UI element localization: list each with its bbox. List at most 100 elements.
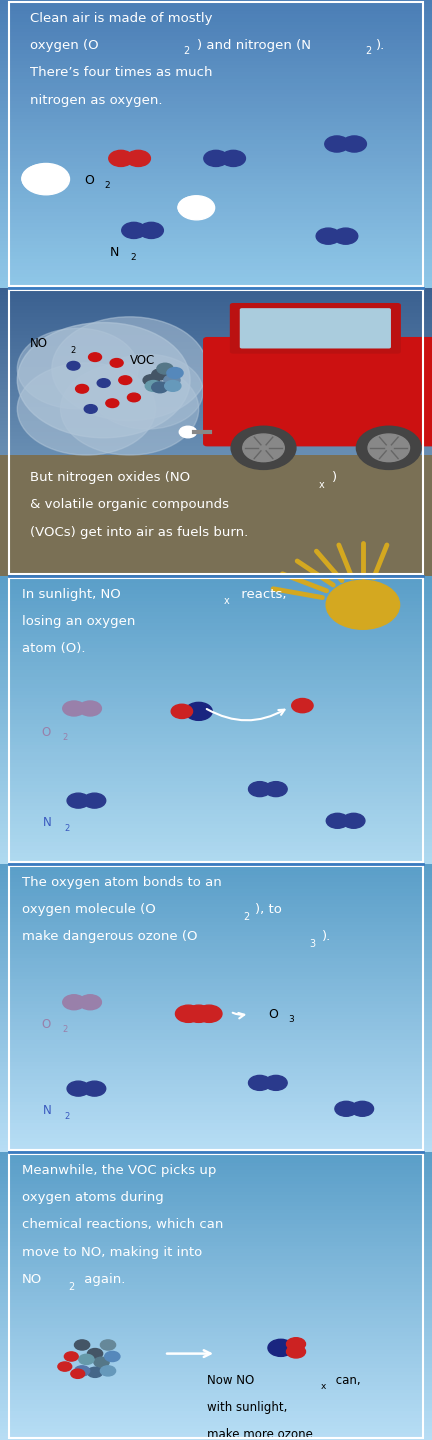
Bar xyxy=(0,1025,432,1030)
Bar xyxy=(0,3,432,7)
Text: Clean air is made of mostly: Clean air is made of mostly xyxy=(30,12,213,24)
Bar xyxy=(9,867,423,1149)
Text: In sunlight, NO: In sunlight, NO xyxy=(22,588,121,600)
Bar xyxy=(0,919,432,922)
Bar xyxy=(0,1404,432,1408)
Bar xyxy=(0,50,432,53)
Bar xyxy=(0,1040,432,1044)
Circle shape xyxy=(87,1348,103,1359)
Bar xyxy=(0,420,432,425)
Circle shape xyxy=(64,1352,78,1361)
Bar xyxy=(0,636,432,641)
Text: There’s four times as much: There’s four times as much xyxy=(30,66,213,79)
Bar xyxy=(0,374,432,377)
Bar xyxy=(0,151,432,154)
Bar xyxy=(0,1313,432,1318)
Bar xyxy=(0,1152,432,1155)
Bar xyxy=(0,346,432,348)
Bar xyxy=(0,1195,432,1198)
Bar xyxy=(0,835,432,838)
Circle shape xyxy=(265,1076,287,1090)
Bar xyxy=(0,864,432,867)
Bar xyxy=(0,1231,432,1236)
Bar xyxy=(0,29,432,32)
Bar xyxy=(0,1181,432,1184)
Bar xyxy=(0,252,432,255)
Circle shape xyxy=(105,1351,120,1362)
Bar xyxy=(0,991,432,994)
Bar xyxy=(0,353,432,356)
Bar xyxy=(0,824,432,828)
Bar xyxy=(0,504,432,508)
Bar xyxy=(0,1328,432,1332)
Bar xyxy=(0,24,432,29)
Circle shape xyxy=(22,164,70,194)
Bar xyxy=(0,1116,432,1120)
Bar xyxy=(0,912,432,914)
Bar xyxy=(0,1192,432,1195)
Circle shape xyxy=(79,1354,94,1365)
Bar xyxy=(0,1080,432,1083)
Bar xyxy=(0,482,432,487)
Bar xyxy=(0,1436,432,1440)
Circle shape xyxy=(91,354,203,429)
Bar xyxy=(0,785,432,789)
Bar xyxy=(0,1322,432,1325)
Bar xyxy=(0,845,432,850)
Circle shape xyxy=(343,814,365,828)
Circle shape xyxy=(52,317,207,420)
Bar xyxy=(0,458,432,461)
Bar xyxy=(0,271,432,274)
Bar xyxy=(0,809,432,814)
Text: NO: NO xyxy=(30,337,48,350)
Bar xyxy=(0,680,432,684)
Bar xyxy=(0,130,432,132)
Bar xyxy=(0,1279,432,1282)
Text: 2: 2 xyxy=(105,181,110,190)
Bar xyxy=(0,487,432,490)
Bar xyxy=(0,439,432,444)
Bar xyxy=(0,238,432,240)
Bar xyxy=(0,713,432,717)
Bar xyxy=(0,651,432,655)
Bar xyxy=(0,842,432,845)
Bar xyxy=(0,648,432,651)
Bar xyxy=(0,248,432,252)
Bar xyxy=(0,204,432,209)
Bar xyxy=(0,183,432,187)
Bar xyxy=(0,406,432,410)
Bar xyxy=(0,816,432,821)
Bar xyxy=(0,1066,432,1070)
Bar xyxy=(0,190,432,194)
Circle shape xyxy=(110,359,123,367)
Circle shape xyxy=(231,426,296,469)
Bar xyxy=(0,245,432,248)
Bar xyxy=(0,1123,432,1126)
Bar xyxy=(0,708,432,713)
Bar xyxy=(0,177,432,180)
Bar xyxy=(0,672,432,677)
Bar xyxy=(0,737,432,742)
Bar xyxy=(0,940,432,943)
Bar xyxy=(0,1310,432,1313)
Bar xyxy=(0,1087,432,1092)
Bar xyxy=(0,605,432,608)
Bar xyxy=(0,497,432,500)
Bar xyxy=(0,240,432,245)
Bar xyxy=(0,533,432,537)
Text: O: O xyxy=(41,726,50,739)
Bar xyxy=(0,194,432,197)
Bar xyxy=(0,641,432,645)
Bar xyxy=(0,1109,432,1112)
Bar xyxy=(0,36,432,39)
Bar xyxy=(0,370,432,374)
Circle shape xyxy=(178,199,206,217)
Circle shape xyxy=(248,782,271,796)
Bar xyxy=(0,1250,432,1253)
Bar xyxy=(0,1274,432,1279)
Bar xyxy=(0,749,432,752)
Bar xyxy=(0,446,432,449)
Bar xyxy=(0,936,432,940)
Bar xyxy=(0,75,432,79)
Bar xyxy=(0,1346,432,1351)
